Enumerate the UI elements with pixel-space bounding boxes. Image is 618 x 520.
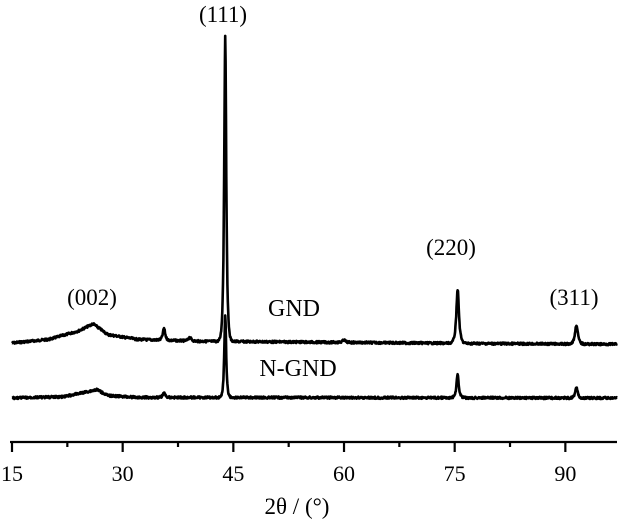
peak-label-311: (311) <box>550 285 599 310</box>
series-label-gnd: GND <box>268 296 320 322</box>
x-tick-label: 60 <box>333 461 355 486</box>
x-axis-ticks: 15 30 45 60 75 90 <box>1 442 576 486</box>
x-axis-title: 2θ / (°) <box>265 494 330 519</box>
peak-label-220: (220) <box>426 235 476 260</box>
x-tick-label: 75 <box>444 461 466 486</box>
peak-label-111: (111) <box>199 2 247 27</box>
series-line-gnd <box>11 34 618 347</box>
annotations: GND N-GND (002) (111) (220) (311) 2θ / (… <box>67 2 598 519</box>
series-line-ngnd <box>11 314 618 401</box>
x-tick-label: 30 <box>112 461 134 486</box>
series-label-ngnd: N-GND <box>259 356 336 382</box>
peak-label-002: (002) <box>67 285 117 310</box>
x-tick-label: 45 <box>222 461 244 486</box>
x-tick-label: 15 <box>1 461 23 486</box>
x-tick-label: 90 <box>554 461 576 486</box>
series-layer <box>11 34 618 401</box>
